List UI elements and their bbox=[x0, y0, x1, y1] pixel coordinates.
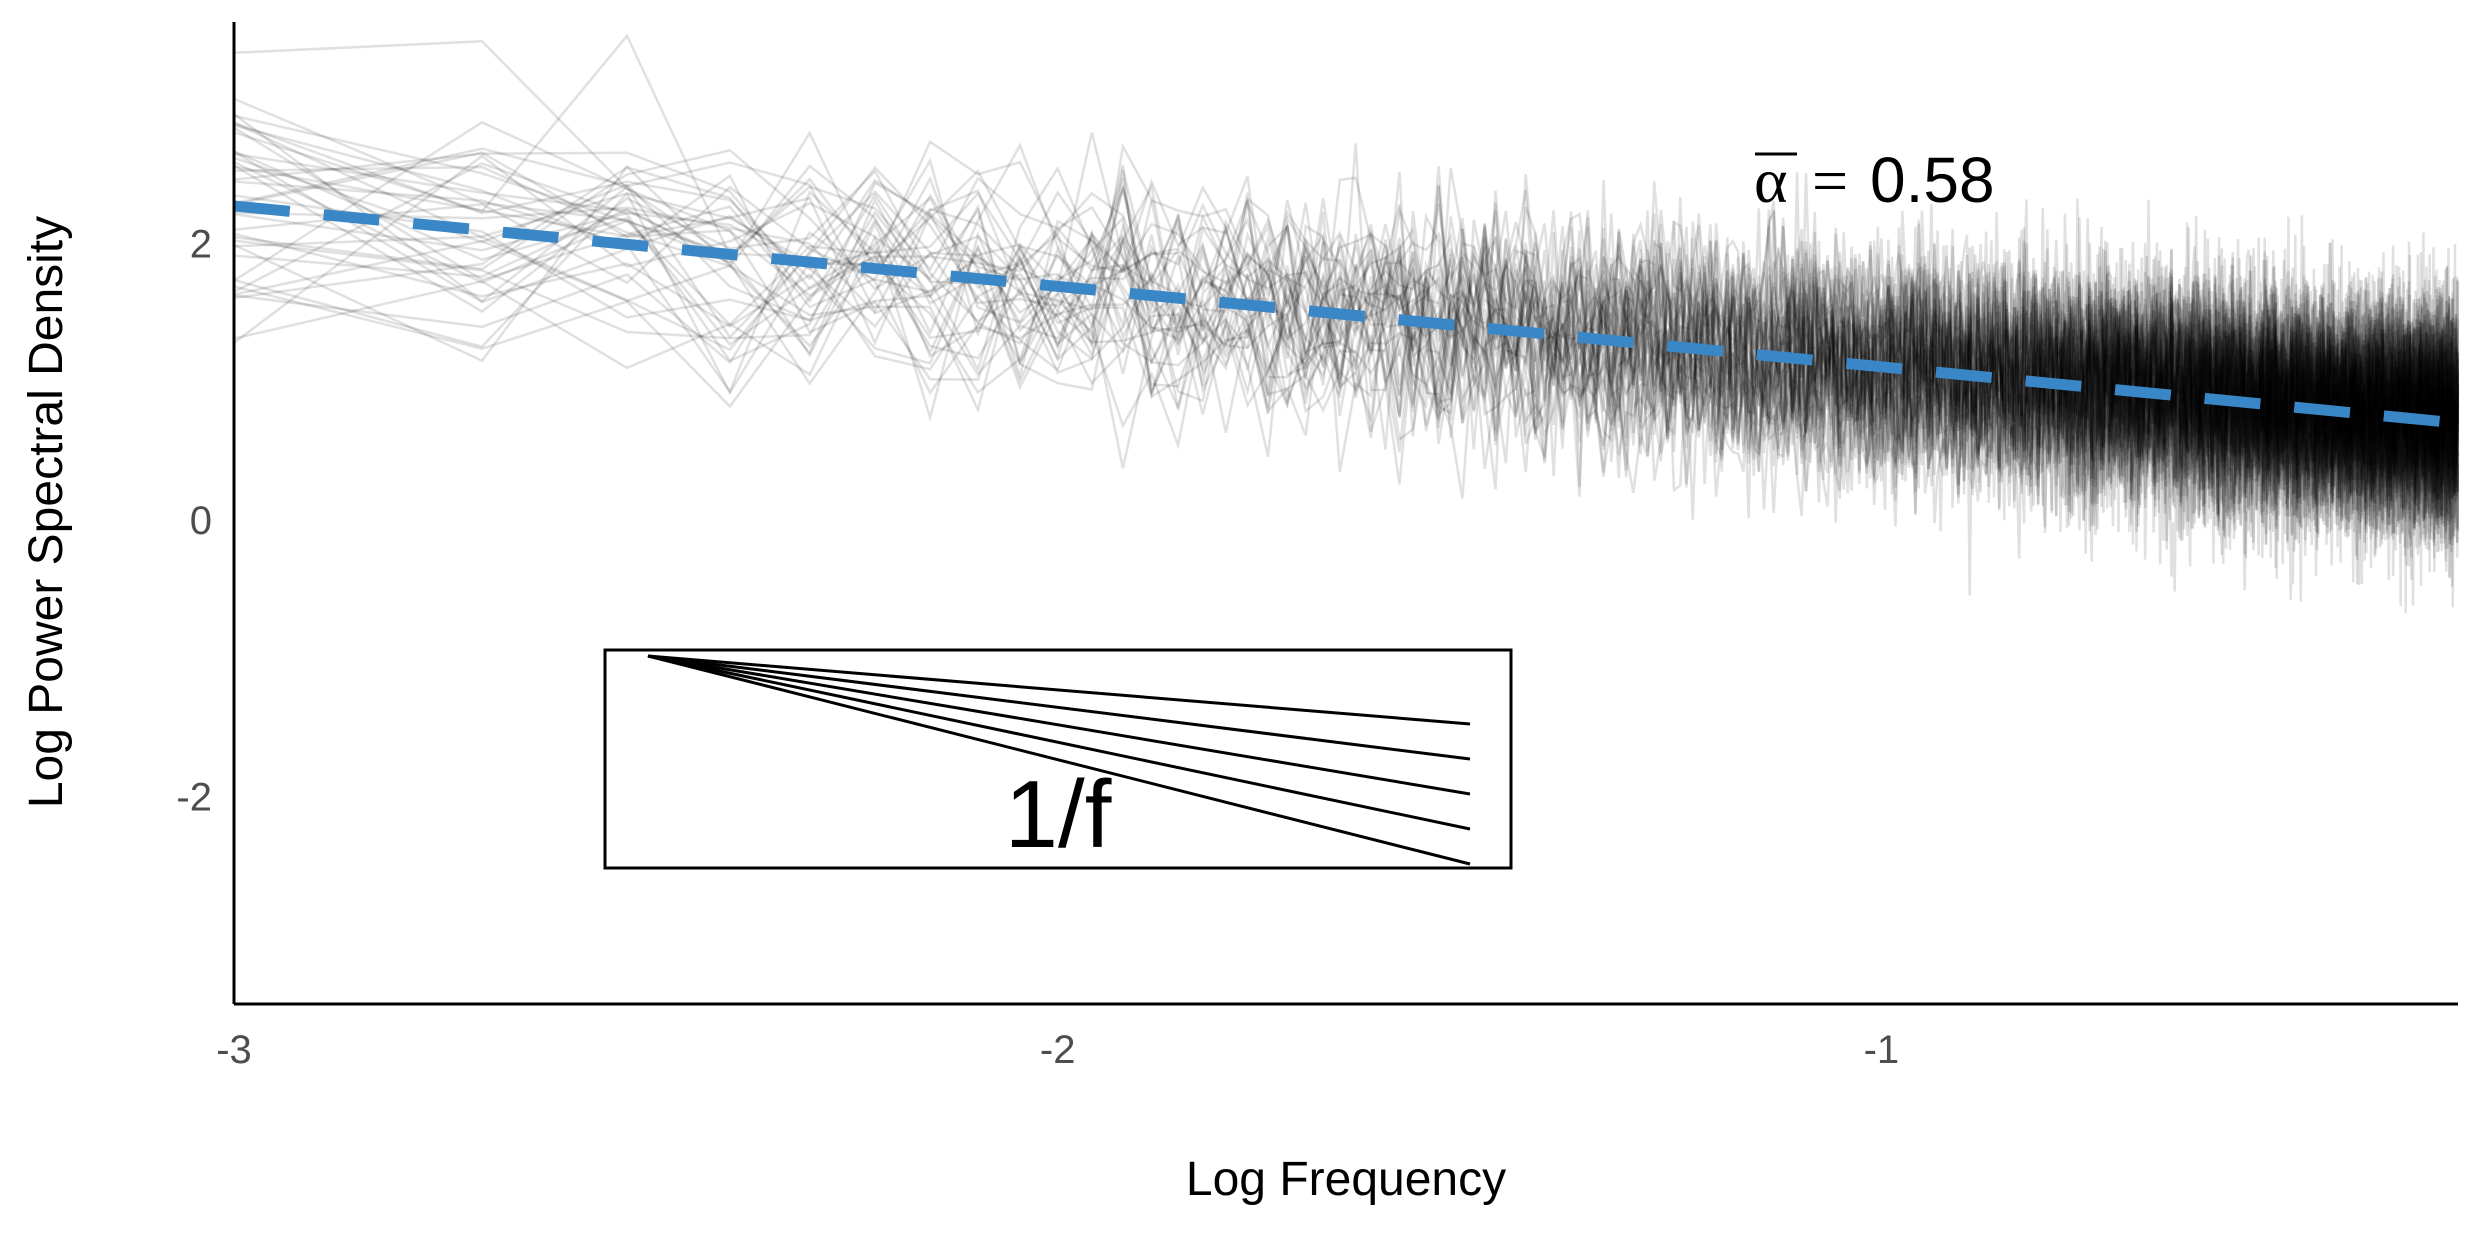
x-tick-label: -2 bbox=[1040, 1028, 1076, 1072]
spectrum-series-11 bbox=[233, 203, 2460, 578]
alpha-equals: = bbox=[1812, 145, 1848, 216]
y-tick-label: 2 bbox=[190, 222, 212, 266]
y-tick-label: -2 bbox=[176, 776, 212, 820]
spectrum-series-5 bbox=[233, 156, 2460, 550]
spectrum-series-30 bbox=[233, 231, 2460, 578]
spectrum-series-6 bbox=[233, 174, 2460, 566]
one-over-f-inset: 1/f bbox=[603, 648, 1513, 870]
inset-lines bbox=[647, 654, 1471, 866]
spectrum-series-10 bbox=[233, 164, 2460, 549]
spectrum-series-1 bbox=[233, 121, 2460, 492]
x-axis-title: Log Frequency bbox=[1186, 1153, 1506, 1206]
alpha-value: 0.58 bbox=[1870, 144, 1995, 216]
spectrum-series-29 bbox=[233, 150, 2460, 586]
inset-line-1 bbox=[647, 654, 1471, 726]
alpha-annotation: α = 0.58 bbox=[1754, 144, 1995, 216]
inset-line-4 bbox=[647, 654, 1471, 831]
inset-line-3 bbox=[647, 654, 1471, 796]
inset-label: 1/f bbox=[1005, 761, 1112, 868]
mean-fit-layer bbox=[233, 200, 2459, 429]
inset-line-5 bbox=[647, 654, 1471, 866]
spectrum-series-25 bbox=[233, 33, 2460, 514]
spectrum-series-24 bbox=[233, 193, 2460, 569]
spectrum-series-4 bbox=[233, 114, 2460, 518]
y-tick-label: 0 bbox=[190, 499, 212, 543]
spectrum-series-2 bbox=[233, 151, 2460, 588]
spectrum-series-3 bbox=[233, 208, 2460, 556]
spectrum-series-13 bbox=[233, 113, 2460, 552]
spectrum-series-32 bbox=[233, 151, 2460, 526]
spectrum-series-26 bbox=[233, 130, 2460, 531]
spectrum-series-21 bbox=[233, 120, 2460, 545]
spectrum-series-14 bbox=[233, 143, 2460, 559]
spectrum-series-18 bbox=[233, 97, 2460, 535]
spectrum-series-35 bbox=[233, 165, 2460, 568]
alpha-symbol: α bbox=[1754, 145, 1788, 216]
spectrum-series-8 bbox=[233, 164, 2460, 551]
inset-line-2 bbox=[647, 654, 1471, 761]
spectrum-series-12 bbox=[233, 148, 2460, 551]
spectrum-series-20 bbox=[233, 253, 2460, 591]
tick-labels: -3 -2 -1 -2 0 2 bbox=[176, 222, 1899, 1072]
y-axis-title: Log Power Spectral Density bbox=[20, 216, 73, 808]
x-tick-label: -1 bbox=[1864, 1028, 1900, 1072]
background-spectra bbox=[233, 33, 2460, 614]
spectrum-series-37 bbox=[233, 121, 2460, 542]
spectrum-series-39 bbox=[233, 147, 2460, 513]
spectrum-series-22 bbox=[233, 123, 2460, 539]
spectrum-series-40 bbox=[233, 162, 2460, 518]
spectrum-series-9 bbox=[233, 232, 2460, 545]
x-tick-label: -3 bbox=[216, 1028, 252, 1072]
axes bbox=[232, 22, 2458, 1006]
spectrum-series-23 bbox=[233, 40, 2460, 535]
mean-fit-line bbox=[233, 200, 2459, 429]
spectrum-series-38 bbox=[233, 223, 2460, 555]
spectrum-series-28 bbox=[233, 126, 2460, 534]
